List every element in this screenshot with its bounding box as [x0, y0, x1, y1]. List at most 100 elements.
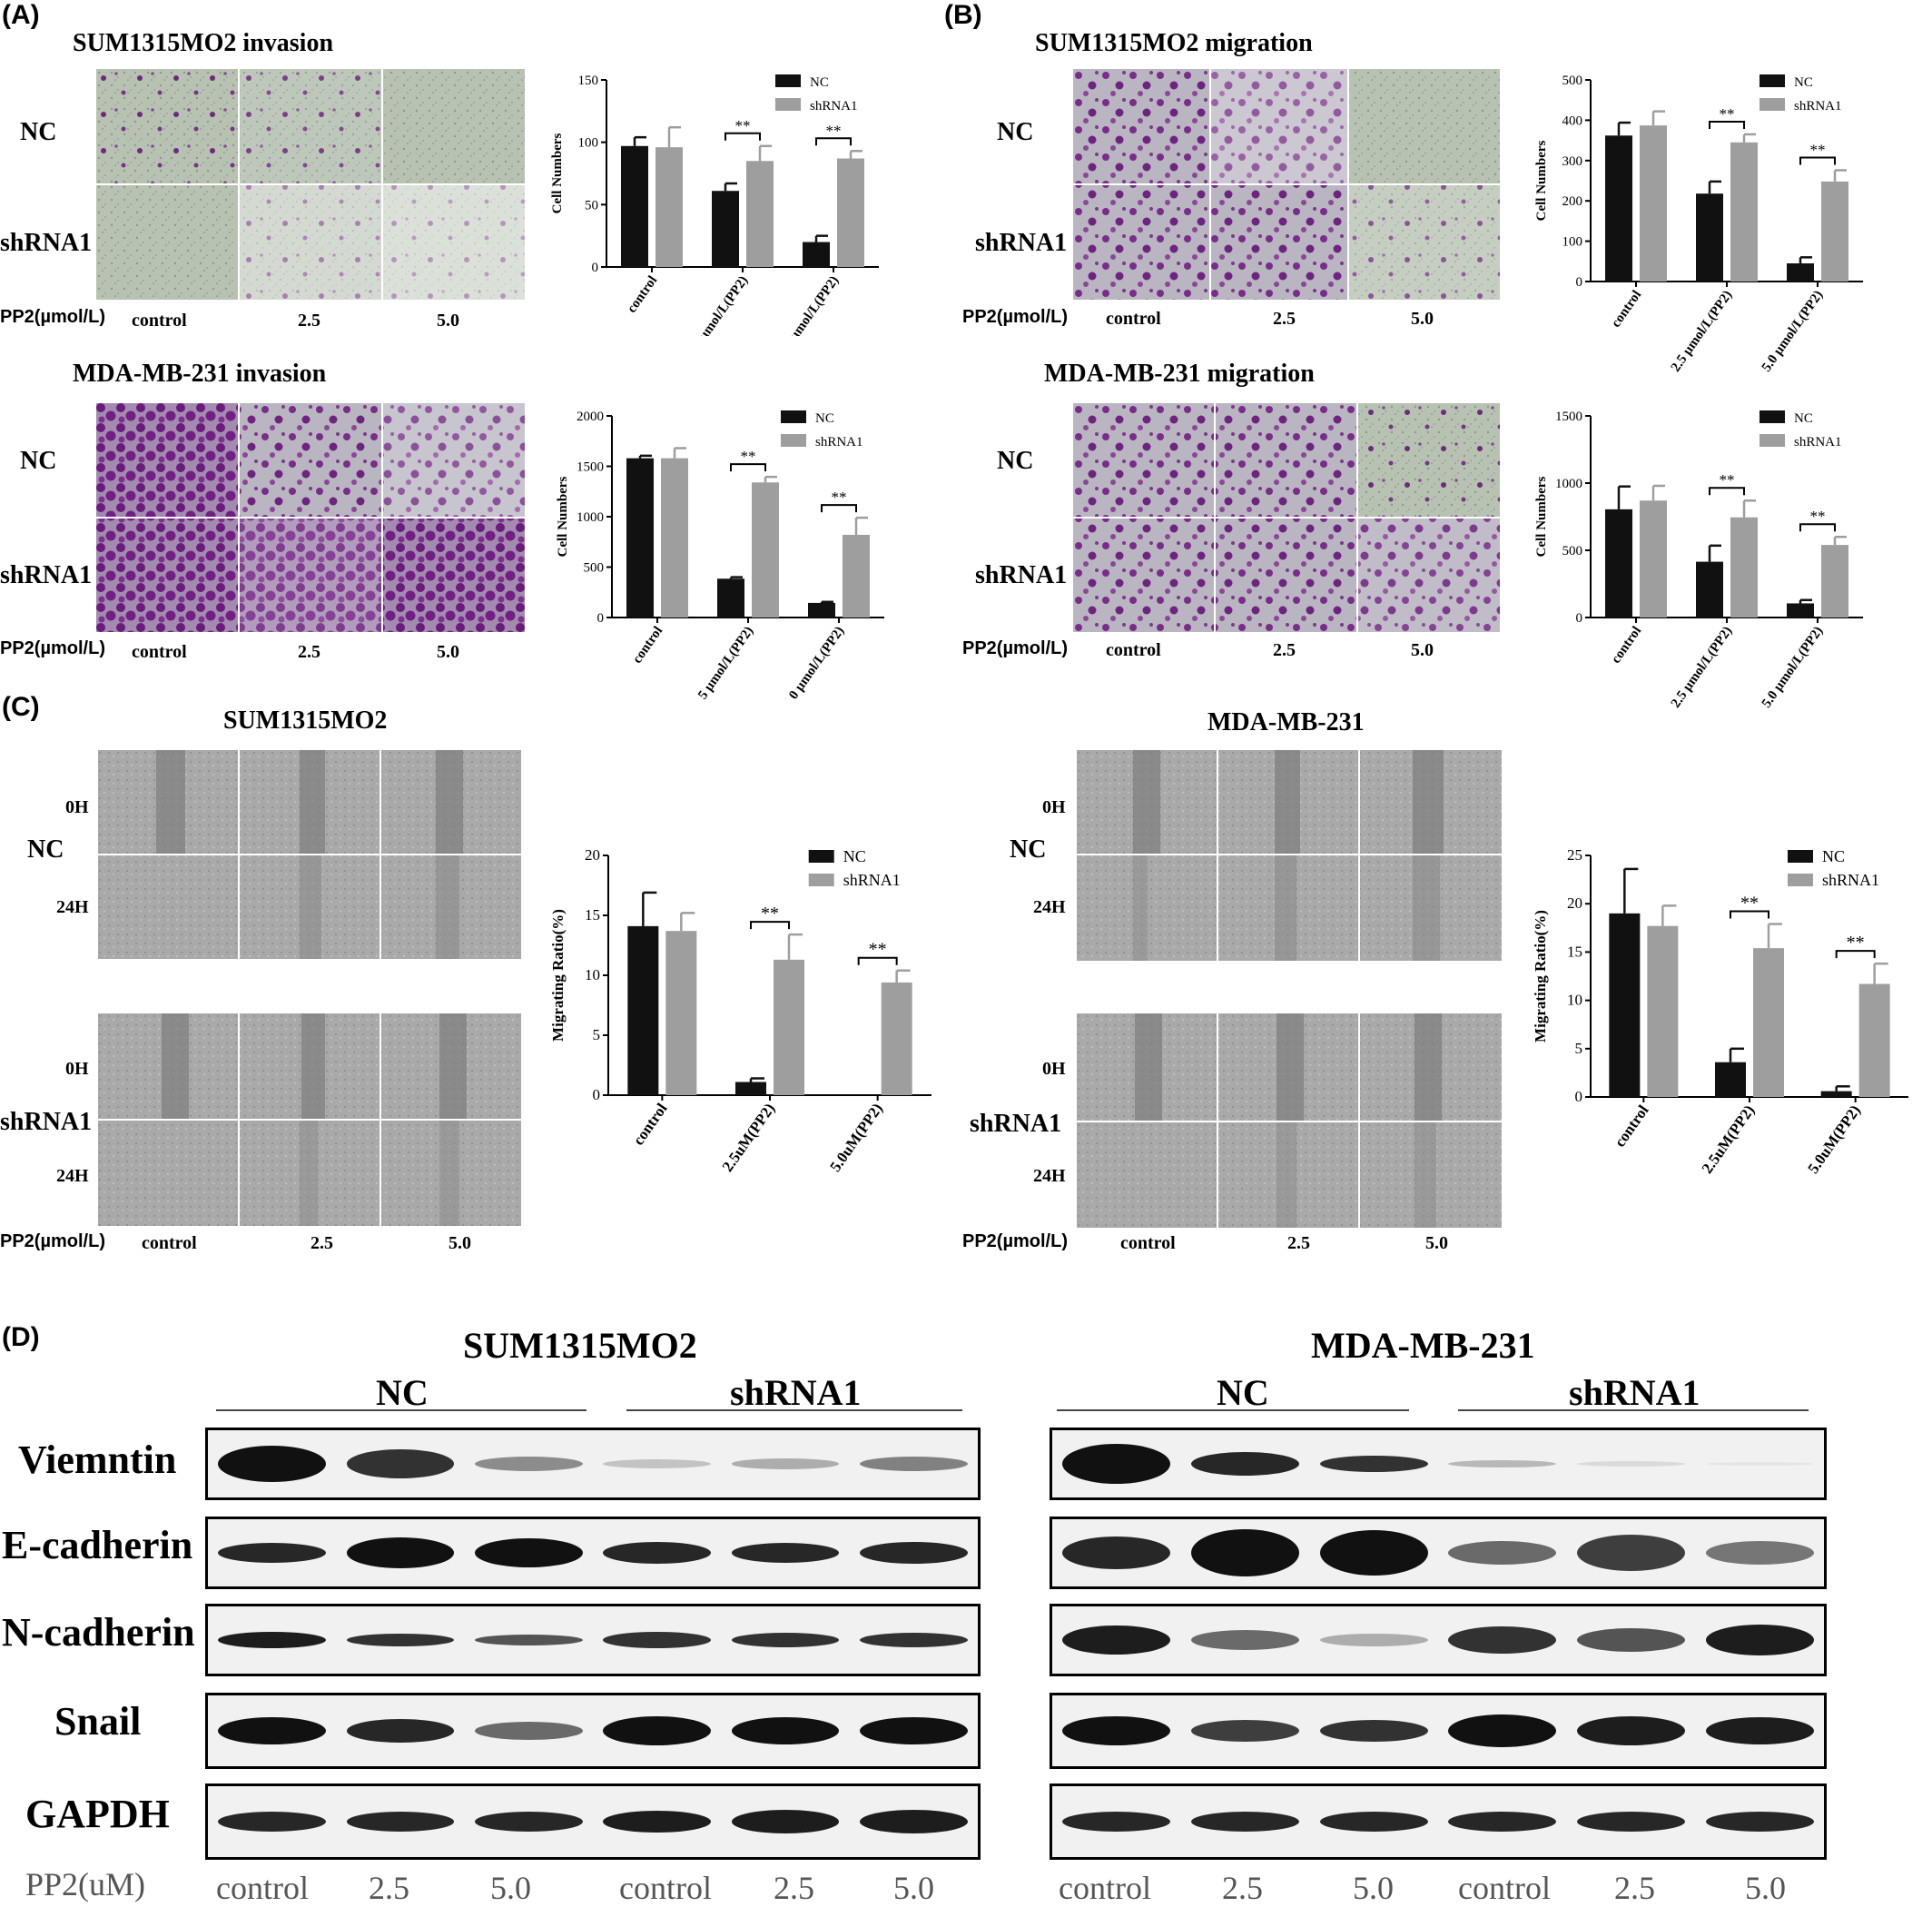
- x-tick-label: 5.0 µmol/L(PP2): [775, 273, 843, 336]
- blot-strip: [205, 1517, 981, 1589]
- condition-label: 5.0: [437, 311, 459, 331]
- blot-band: [218, 1446, 327, 1482]
- y-tick-label: 2000: [577, 410, 604, 424]
- significance-bracket: [1799, 156, 1836, 165]
- transwell-image-grid: [1073, 69, 1500, 300]
- significance-label: **: [1847, 933, 1865, 953]
- significance-bracket: [815, 137, 852, 146]
- significance-bracket: [1709, 120, 1745, 129]
- time-label: 24H: [1033, 1166, 1066, 1186]
- bar-shrna1: [1753, 948, 1784, 1097]
- significance-label: **: [826, 122, 842, 139]
- significance-bracket: [730, 463, 766, 472]
- bar-nc: [626, 458, 654, 618]
- y-tick-label: 1500: [1555, 410, 1582, 424]
- legend-label: NC: [810, 75, 829, 90]
- blot-band: [1448, 1541, 1557, 1565]
- blot-band: [1062, 1536, 1171, 1569]
- condition-label: 5.0: [448, 1233, 471, 1253]
- significance-label: **: [1720, 105, 1735, 123]
- blot-strip: [205, 1604, 981, 1676]
- blot-band: [1062, 1716, 1171, 1745]
- significance-label: **: [1720, 471, 1735, 489]
- bar-chart-a-sum1315-invasion: 0 50 100 150 Cell Numbers control ** 2.5 µmol/L…: [550, 74, 879, 336]
- bar-chart-a-mda-invasion: 0 500 1000 1500 2000 Cell Numbers control ** 2.5…: [556, 410, 884, 699]
- blot-strip: [1050, 1428, 1827, 1500]
- blot-band: [218, 1717, 327, 1744]
- legend-swatch: [808, 874, 834, 886]
- blot-band: [731, 1810, 840, 1833]
- blot-band: [1062, 1625, 1171, 1655]
- blot-band: [1191, 1812, 1299, 1832]
- blot-band: [346, 1719, 455, 1743]
- blot-group-label: NC: [376, 1372, 429, 1413]
- condition-label: 5.0: [1411, 309, 1434, 329]
- row-label-shrna1: shRNA1: [975, 229, 1068, 257]
- blot-strip: [205, 1428, 981, 1500]
- legend-label: NC: [1794, 75, 1813, 90]
- row-label-shrna1: shRNA1: [0, 561, 93, 589]
- y-tick-label: 15: [1567, 943, 1582, 960]
- bar-nc: [627, 925, 659, 1095]
- bar-nc: [1696, 561, 1723, 618]
- significance-bracket: [750, 921, 790, 930]
- blot-band: [1448, 1714, 1557, 1747]
- significance-bracket: [724, 132, 761, 141]
- condition-label: control: [1106, 640, 1161, 660]
- bar-shrna1: [1640, 500, 1667, 618]
- legend-swatch: [1760, 434, 1785, 447]
- bar-shrna1: [1730, 517, 1758, 618]
- condition-label: control: [1106, 309, 1161, 329]
- bar-nc: [1696, 193, 1723, 282]
- blot-band: [859, 1457, 968, 1471]
- blot-band: [1577, 1535, 1685, 1571]
- y-tick-label: 0: [1575, 1088, 1583, 1105]
- group-label-nc: NC: [27, 835, 64, 864]
- blot-band: [859, 1633, 968, 1647]
- bar-chart-b-sum1315-migration: 0 100 200 300 400 500 Cell Numbers control ** 2.5…: [1534, 74, 1863, 372]
- blot-band: [731, 1717, 840, 1744]
- western-blot-title-right: MDA-MB-231: [1311, 1325, 1535, 1366]
- bar-nc: [1605, 509, 1632, 618]
- bar-nc: [717, 578, 744, 618]
- x-tick-label: control: [625, 273, 660, 315]
- bar-shrna1: [1730, 142, 1758, 282]
- blot-band: [1448, 1812, 1557, 1832]
- panel-c-title-right: MDA-MB-231: [1208, 708, 1365, 736]
- legend-label: shRNA1: [1794, 435, 1842, 450]
- bar-nc: [621, 145, 648, 267]
- blot-strip: [205, 1783, 981, 1860]
- transwell-image-grid: [96, 69, 525, 300]
- blot-band: [1577, 1812, 1685, 1832]
- bar-nc: [735, 1082, 766, 1095]
- y-axis-label: Cell Numbers: [550, 133, 565, 213]
- y-axis-label: Migrating Ratio(%): [1532, 910, 1549, 1042]
- legend-label: shRNA1: [810, 99, 858, 114]
- blot-band: [1062, 1812, 1171, 1832]
- protein-label: Snail: [54, 1699, 142, 1744]
- blot-band: [859, 1717, 968, 1744]
- y-tick-label: 25: [1567, 846, 1582, 864]
- time-label: 24H: [56, 897, 89, 917]
- pp2-label: PP2(µmol/L): [962, 1231, 1068, 1251]
- y-tick-label: 15: [585, 906, 600, 924]
- panel-c-title-left: SUM1315MO2: [223, 706, 388, 735]
- significance-bracket: [1799, 523, 1836, 532]
- lane-label: 2.5: [1222, 1870, 1263, 1906]
- y-tick-label: 20: [585, 846, 600, 864]
- blot-band: [346, 1537, 455, 1568]
- y-tick-label: 0: [593, 1086, 601, 1103]
- y-tick-label: 5: [593, 1026, 601, 1043]
- y-tick-label: 0: [1576, 275, 1583, 290]
- bar-nc: [712, 191, 739, 267]
- pp2-label: PP2(µmol/L): [0, 638, 105, 658]
- bar-shrna1: [1821, 181, 1848, 282]
- panel-b-title-1: SUM1315MO2 migration: [1035, 29, 1313, 57]
- bar-nc: [803, 242, 830, 267]
- y-tick-label: 0: [597, 611, 605, 626]
- lane-label: 5.0: [1745, 1870, 1786, 1906]
- legend-swatch: [1788, 874, 1813, 886]
- panel-label-d: (D): [2, 1322, 40, 1352]
- blot-band: [1191, 1452, 1299, 1476]
- blot-band: [1577, 1628, 1685, 1652]
